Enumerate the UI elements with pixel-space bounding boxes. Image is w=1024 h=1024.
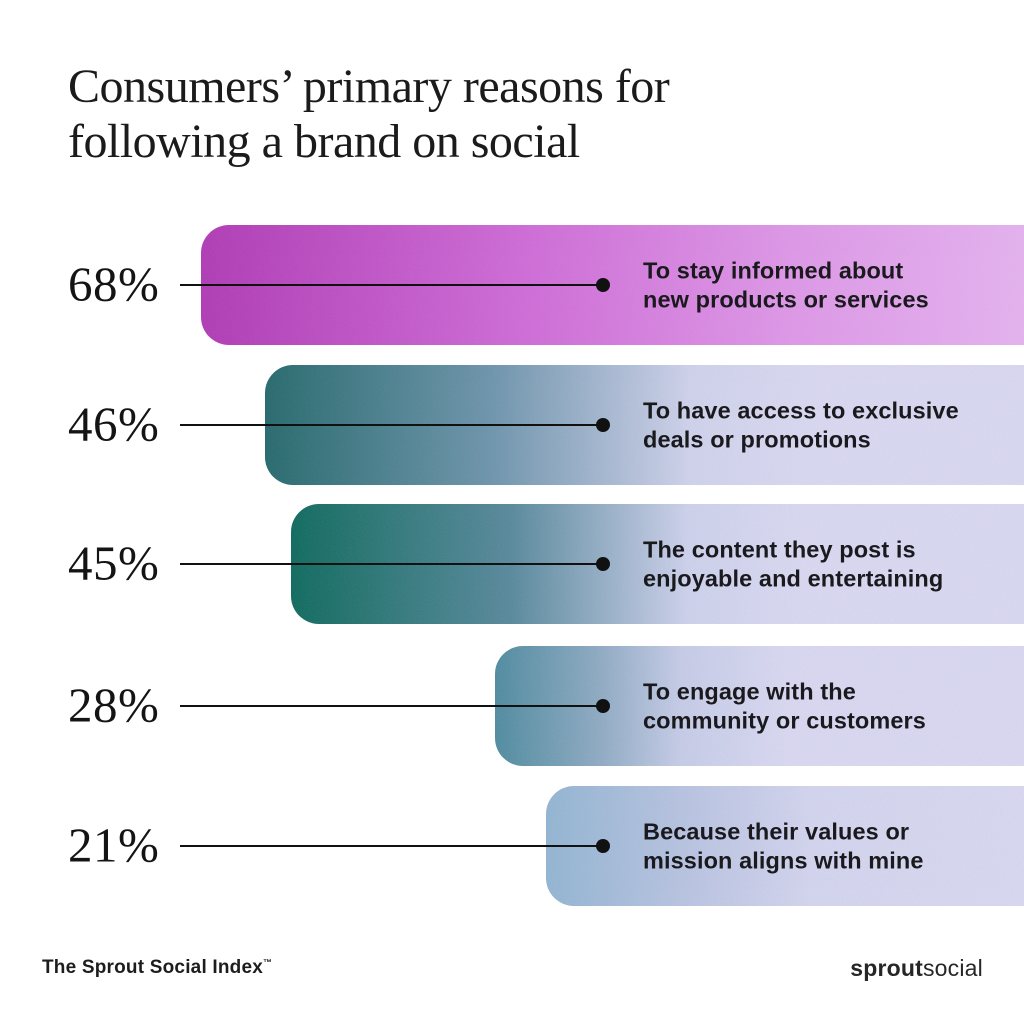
bar-label-line1: To have access to exclusive (643, 397, 959, 424)
chart-title-line1: Consumers’ primary reasons for (68, 60, 670, 113)
bar-row-46: 46% To have access to exclusive deals or… (0, 365, 1024, 485)
bar-label: To engage with the community or customer… (643, 677, 926, 734)
connector-dot (596, 418, 610, 432)
value-label: 68% (68, 256, 160, 312)
bar-label-line2: enjoyable and entertaining (643, 565, 944, 591)
bar-row-45: 45% The content they post is enjoyable a… (0, 504, 1024, 624)
connector-dot (596, 839, 610, 853)
bar-row-28: 28% To engage with the community or cust… (0, 646, 1024, 766)
chart-title: Consumers’ primary reasons for following… (68, 60, 848, 169)
value-label: 45% (68, 535, 160, 591)
trademark-symbol: ™ (263, 957, 273, 968)
chart-title-line2: following a brand on social (68, 114, 580, 168)
bar-label: The content they post is enjoyable and e… (643, 535, 943, 592)
bar-label-line1: To engage with the (643, 678, 856, 705)
bar-label: Because their values or mission aligns w… (643, 817, 924, 874)
connector-dot (596, 278, 610, 292)
bar-row-68: 68% To stay informed about new products … (0, 225, 1024, 345)
value-label: 46% (68, 396, 160, 452)
value-label: 28% (68, 677, 160, 733)
bar-label-line2: new products or services (643, 286, 929, 312)
value-label: 21% (68, 817, 160, 873)
bar-label: To stay informed about new products or s… (643, 256, 929, 313)
bar-label: To have access to exclusive deals or pro… (643, 396, 959, 453)
bar-label-line1: The content they post is (643, 536, 916, 563)
connector-line (180, 424, 603, 426)
bar-label-line2: community or customers (643, 707, 926, 733)
connector-dot (596, 557, 610, 571)
index-label-text: The Sprout Social Index (42, 957, 264, 978)
bar-label-line1: To stay informed about (643, 257, 904, 284)
connector-line (180, 705, 603, 707)
bar-row-21: 21% Because their values or mission alig… (0, 786, 1024, 906)
bar-label-line1: Because their values or (643, 818, 910, 845)
bar-label-line2: deals or promotions (643, 426, 871, 452)
connector-dot (596, 699, 610, 713)
sproutsocial-logo: sproutsocial (850, 955, 983, 982)
logo-sprout-text: sprout (850, 955, 923, 981)
connector-line (180, 284, 603, 286)
connector-line (180, 845, 603, 847)
sprout-social-index-label: The Sprout Social Index™ (42, 957, 272, 979)
bar-label-line2: mission aligns with mine (643, 847, 924, 873)
connector-line (180, 563, 603, 565)
logo-social-text: social (922, 955, 983, 981)
